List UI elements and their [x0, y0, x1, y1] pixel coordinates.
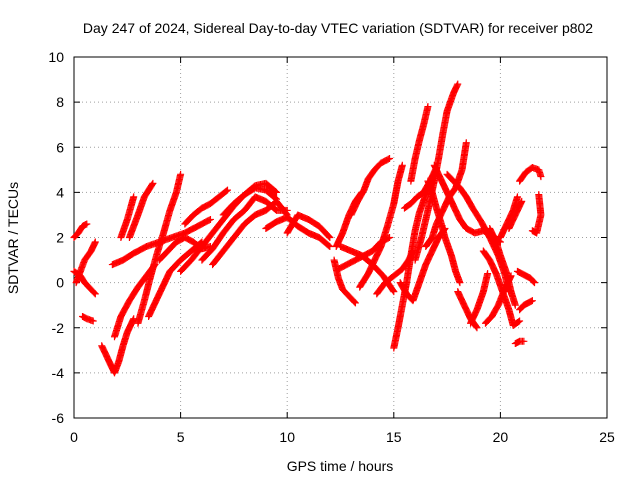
y-axis-label: SDTVAR / TECUs [5, 182, 21, 294]
data-point [484, 270, 492, 278]
data-point [473, 324, 481, 332]
data-point [472, 323, 480, 331]
data-point [351, 299, 359, 307]
data-point [462, 139, 470, 147]
data-point [535, 191, 543, 199]
data-point [326, 243, 334, 251]
x-axis-label: GPS time / hours [287, 458, 394, 474]
x-tick-label: 5 [177, 429, 185, 445]
data-point [130, 193, 138, 201]
data-point [91, 290, 99, 298]
data-point [515, 318, 523, 326]
data-point [351, 298, 359, 306]
y-tick-label: 10 [48, 49, 64, 65]
data-point [456, 279, 464, 287]
data-point [149, 179, 157, 187]
data-point [390, 288, 398, 296]
data-points [70, 80, 545, 377]
data-point [520, 337, 528, 345]
data-point [205, 216, 213, 224]
data-point [326, 234, 334, 241]
data-point [454, 80, 462, 88]
data-point [537, 173, 545, 181]
data-point [91, 238, 99, 246]
data-point [273, 195, 281, 203]
data-point [398, 161, 406, 169]
data-point [325, 242, 333, 250]
data-point [83, 220, 91, 228]
data-point [513, 193, 521, 201]
data-point [325, 233, 333, 241]
data-point [90, 289, 98, 297]
x-tick-label: 10 [279, 429, 295, 445]
data-point [272, 188, 280, 196]
axis-ticks: 0 5 10 15 20 25 -6 -4 -2 0 2 4 6 8 10 [48, 49, 615, 445]
data-point [424, 103, 432, 111]
data-point [89, 317, 97, 325]
y-tick-label: 0 [56, 275, 64, 291]
y-tick-label: 6 [56, 139, 64, 155]
chart-title: Day 247 of 2024, Sidereal Day-to-day VTE… [83, 20, 593, 36]
y-tick-label: -2 [52, 320, 65, 336]
data-point [177, 170, 185, 178]
data-point [224, 186, 232, 194]
data-point [528, 297, 536, 305]
data-point [389, 287, 397, 295]
x-tick-label: 20 [493, 429, 509, 445]
y-tick-label: -6 [52, 410, 65, 426]
data-point [516, 317, 524, 325]
y-tick-label: 2 [56, 230, 64, 246]
x-tick-label: 0 [70, 429, 78, 445]
data-point [272, 194, 280, 202]
x-tick-label: 25 [599, 429, 615, 445]
data-point [386, 155, 394, 163]
data-point [530, 278, 538, 286]
data-point [148, 180, 156, 188]
data-point [273, 188, 281, 196]
x-tick-label: 15 [386, 429, 402, 445]
data-point [518, 197, 526, 205]
y-tick-label: 4 [56, 184, 64, 200]
data-point [384, 155, 392, 163]
y-tick-label: -4 [52, 365, 65, 381]
data-point [222, 187, 230, 195]
data-point [511, 301, 519, 309]
data-point [206, 215, 214, 223]
y-tick-label: 8 [56, 94, 64, 110]
data-point [531, 279, 539, 287]
